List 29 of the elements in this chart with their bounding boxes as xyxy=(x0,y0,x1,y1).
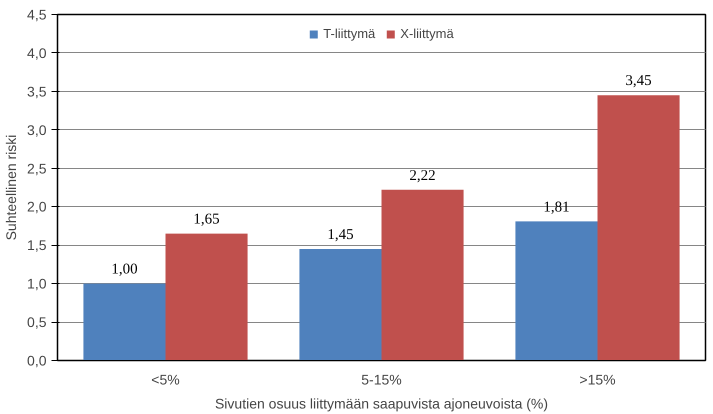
data-label: 1,65 xyxy=(193,212,220,228)
bar xyxy=(166,234,248,360)
y-tick-label: 3,0 xyxy=(27,122,47,138)
x-axis-title: Sivutien osuus liittymään saapuvista ajoneuvoista (%) xyxy=(214,396,548,412)
y-tick-label: 1,5 xyxy=(27,237,47,254)
data-label: 1,45 xyxy=(327,227,354,244)
bar xyxy=(299,249,382,360)
y-axis-title: Suhteellinen riski xyxy=(3,134,20,240)
x-tick-label: >15% xyxy=(579,372,616,388)
data-label: 1,81 xyxy=(543,199,570,216)
bar xyxy=(382,190,464,360)
y-tick-label: 4,0 xyxy=(27,44,47,61)
data-label: 3,45 xyxy=(625,73,652,90)
y-tick-label: 0,0 xyxy=(27,352,47,368)
x-tick-label: <5% xyxy=(151,372,180,388)
y-tick-label: 0,5 xyxy=(27,314,47,330)
y-tick-label: 4,5 xyxy=(27,6,47,22)
y-tick-label: 2,0 xyxy=(27,198,47,215)
legend-label: X-liittymä xyxy=(400,26,454,41)
legend-label: T-liittymä xyxy=(323,26,376,41)
bar xyxy=(515,221,598,360)
data-label: 1,00 xyxy=(111,262,138,278)
x-tick-label: 5-15% xyxy=(361,372,402,388)
bar xyxy=(83,284,166,360)
y-tick-label: 3,5 xyxy=(27,83,47,100)
y-tick-label: 2,5 xyxy=(27,160,47,176)
bar xyxy=(598,95,680,360)
y-tick-label: 1,0 xyxy=(27,276,47,292)
data-label: 2,22 xyxy=(409,168,436,184)
